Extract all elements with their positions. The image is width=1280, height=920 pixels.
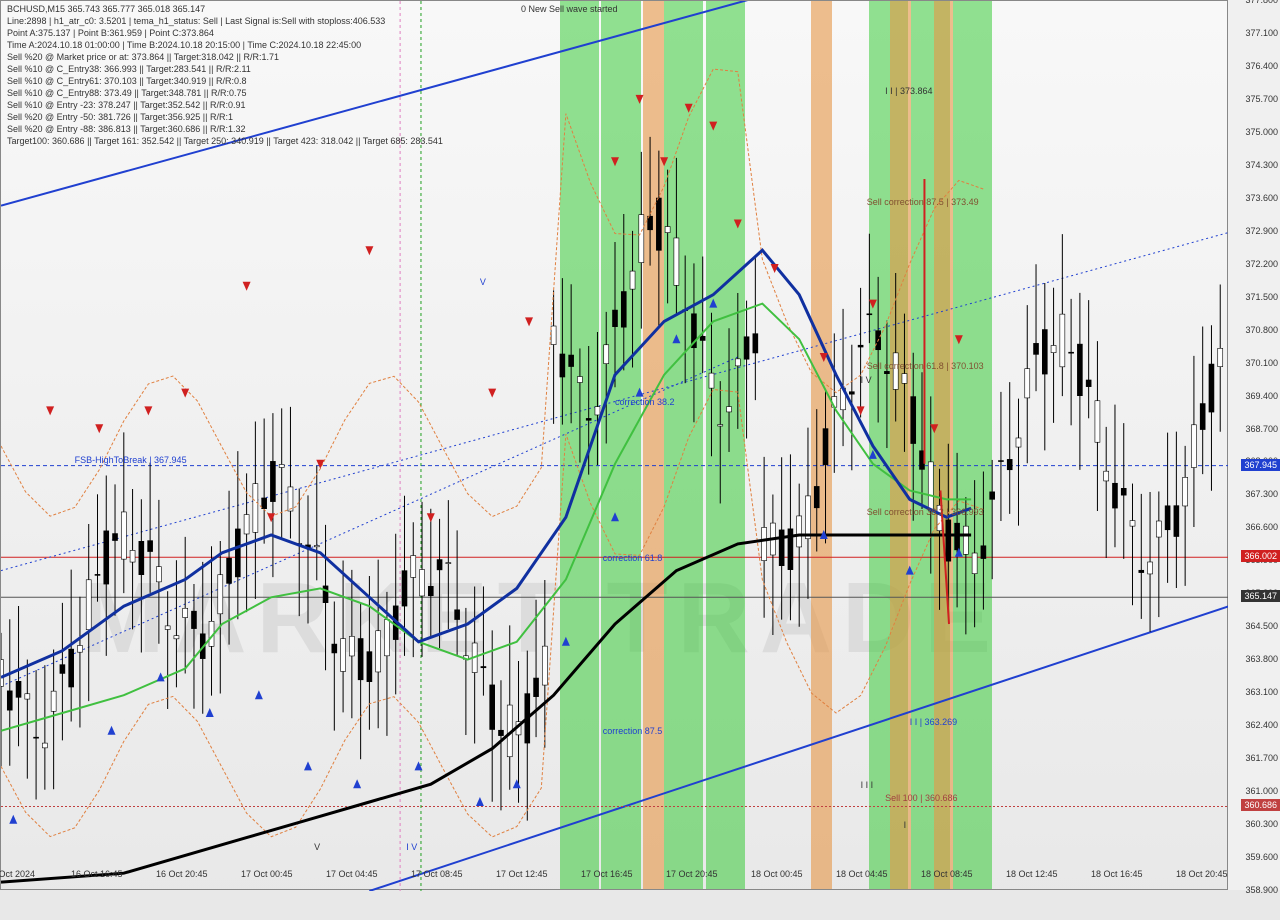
annotation: Sell correction 87.5 | 373.49 — [867, 197, 979, 207]
info-line: Line:2898 | h1_atr_c0: 3.5201 | tema_h1_… — [7, 16, 385, 26]
x-tick: 16 Oct 20:45 — [156, 869, 208, 879]
y-tick: 370.800 — [1245, 325, 1278, 335]
y-tick: 372.900 — [1245, 226, 1278, 236]
x-tick: 17 Oct 16:45 — [581, 869, 633, 879]
y-tick: 377.800 — [1245, 0, 1278, 5]
info-line: Sell %10 @ C_Entry88: 373.49 || Target:3… — [7, 88, 246, 98]
info-line: BCHUSD,M15 365.743 365.777 365.018 365.1… — [7, 4, 205, 14]
annotation: I — [904, 820, 907, 830]
annotation: V — [480, 277, 486, 287]
y-tick: 376.400 — [1245, 61, 1278, 71]
info-line: Point A:375.137 | Point B:361.959 | Poin… — [7, 28, 214, 38]
y-tick: 359.600 — [1245, 852, 1278, 862]
x-tick: 17 Oct 00:45 — [241, 869, 293, 879]
y-tick: 363.100 — [1245, 687, 1278, 697]
info-line: Time A:2024.10.18 01:00:00 | Time B:2024… — [7, 40, 361, 50]
chart-svg — [1, 1, 1229, 891]
annotation: correction 61.8 — [603, 553, 663, 563]
chart-area[interactable]: MARKET TRADE BCHUSD,M15 365.743 365.777 … — [0, 0, 1228, 890]
x-tick: 18 Oct 04:45 — [836, 869, 888, 879]
x-tick: 18 Oct 00:45 — [751, 869, 803, 879]
price-marker: 365.147 — [1241, 590, 1280, 602]
x-tick: 18 Oct 12:45 — [1006, 869, 1058, 879]
info-line: Sell %10 @ C_Entry61: 370.103 || Target:… — [7, 76, 246, 86]
y-tick: 375.000 — [1245, 127, 1278, 137]
info-line: Sell %20 @ Market price or at: 373.864 |… — [7, 52, 279, 62]
info-line: Target100: 360.686 || Target 161: 352.54… — [7, 136, 443, 146]
y-tick: 367.300 — [1245, 489, 1278, 499]
annotation: Sell 100 | 360.686 — [885, 793, 957, 803]
y-axis: 377.800 377.100 376.400 375.700 375.000 374.3… — [1228, 0, 1280, 890]
annotation: I I | 363.269 — [910, 717, 957, 727]
price-marker: 366.002 — [1241, 550, 1280, 562]
info-line: Sell %20 @ Entry -88: 386.813 || Target:… — [7, 124, 245, 134]
y-tick: 377.100 — [1245, 28, 1278, 38]
price-marker: 360.686 — [1241, 799, 1280, 811]
x-tick: 17 Oct 08:45 — [411, 869, 463, 879]
annotation: I V — [406, 842, 417, 852]
info-line: Sell %10 @ Entry -23: 378.247 || Target:… — [7, 100, 245, 110]
y-tick: 361.000 — [1245, 786, 1278, 796]
y-tick: 374.300 — [1245, 160, 1278, 170]
annotation: I I I — [861, 780, 874, 790]
y-tick: 372.200 — [1245, 259, 1278, 269]
x-tick: 17 Oct 20:45 — [666, 869, 718, 879]
y-tick: 363.800 — [1245, 654, 1278, 664]
annotation: Sell correction 61.8 | 370.103 — [867, 361, 984, 371]
annotation: I V — [861, 375, 872, 385]
x-axis: 16 Oct 2024 16 Oct 16:45 16 Oct 20:45 17 Oc… — [1, 859, 1229, 889]
annotation: correction 87.5 — [603, 726, 663, 736]
y-tick: 371.500 — [1245, 292, 1278, 302]
y-tick: 368.700 — [1245, 424, 1278, 434]
annotation: correction 38.2 — [615, 397, 675, 407]
chart-container: MARKET TRADE BCHUSD,M15 365.743 365.777 … — [0, 0, 1280, 920]
y-tick: 375.700 — [1245, 94, 1278, 104]
x-tick: 18 Oct 08:45 — [921, 869, 973, 879]
price-marker: 367.945 — [1241, 459, 1280, 471]
x-tick: 17 Oct 12:45 — [496, 869, 548, 879]
x-tick: 16 Oct 16:45 — [71, 869, 123, 879]
x-tick: 17 Oct 04:45 — [326, 869, 378, 879]
y-tick: 370.100 — [1245, 358, 1278, 368]
wave-label: 0 New Sell wave started — [521, 4, 618, 14]
annotation: Sell correction 38.2 | 366.993 — [867, 507, 984, 517]
y-tick: 369.400 — [1245, 391, 1278, 401]
y-tick: 373.600 — [1245, 193, 1278, 203]
y-tick: 360.300 — [1245, 819, 1278, 829]
x-tick: 18 Oct 20:45 — [1176, 869, 1228, 879]
annotation: V — [314, 842, 320, 852]
info-line: Sell %20 @ Entry -50: 381.726 || Target:… — [7, 112, 233, 122]
y-tick: 364.500 — [1245, 621, 1278, 631]
y-tick: 358.900 — [1245, 885, 1278, 895]
annotation: I I | 373.864 — [885, 86, 932, 96]
y-tick: 366.600 — [1245, 522, 1278, 532]
x-tick: 16 Oct 2024 — [0, 869, 35, 879]
y-tick: 362.400 — [1245, 720, 1278, 730]
annotation: FSB-HighToBreak | 367.945 — [75, 455, 187, 465]
x-tick: 18 Oct 16:45 — [1091, 869, 1143, 879]
info-line: Sell %10 @ C_Entry38: 366.993 || Target:… — [7, 64, 251, 74]
y-tick: 361.700 — [1245, 753, 1278, 763]
